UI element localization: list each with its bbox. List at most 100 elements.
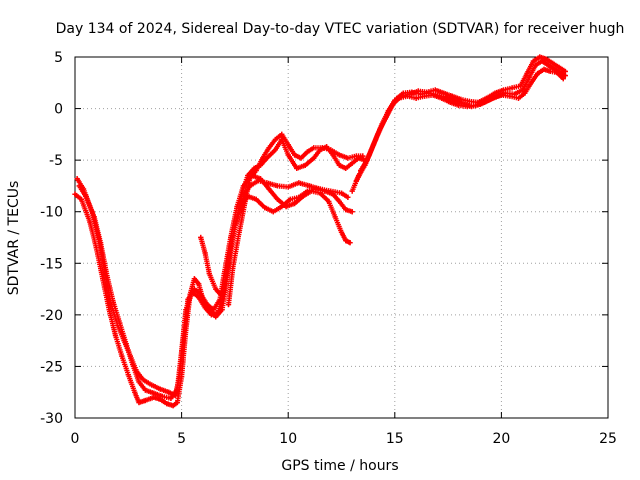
x-tick-label: 0 [71, 431, 80, 447]
data-point [537, 54, 543, 60]
data-point [535, 70, 541, 77]
data-point [364, 157, 370, 163]
x-tick-label: 10 [279, 431, 297, 447]
data-point [285, 142, 291, 148]
y-tick-label: -30 [40, 411, 63, 427]
data-point [110, 299, 116, 306]
data-point [198, 291, 204, 297]
data-point [360, 153, 366, 159]
y-axis-label: SDTVAR / TECUs [6, 181, 22, 296]
data-point [413, 95, 419, 101]
data-point [332, 214, 338, 220]
data-point [554, 69, 560, 76]
data-point [439, 95, 445, 101]
data-point [136, 379, 142, 385]
data-point [74, 176, 80, 182]
data-point [230, 265, 236, 272]
data-point [174, 386, 180, 392]
data-point [430, 92, 436, 98]
data-point [358, 167, 364, 174]
data-point [76, 183, 82, 189]
data-point [174, 399, 180, 406]
chart-title: Day 134 of 2024, Sidereal Day-to-day VTE… [56, 21, 625, 37]
data-point [524, 70, 530, 77]
data-point [353, 153, 360, 159]
data-point [543, 56, 549, 62]
data-point [272, 136, 279, 143]
data-point [304, 188, 310, 194]
data-point [349, 209, 355, 215]
data-point [206, 271, 212, 277]
data-point [291, 152, 298, 158]
series-8 [358, 66, 566, 174]
data-point [202, 305, 208, 311]
data-point [370, 142, 377, 148]
series-trace [225, 131, 366, 308]
data-point [294, 165, 300, 171]
data-point [383, 114, 389, 120]
data-point [238, 193, 244, 199]
data-point [517, 83, 524, 89]
data-point [313, 186, 319, 192]
data-point [343, 165, 349, 171]
data-point [260, 155, 266, 161]
data-point [321, 188, 328, 194]
data-point [349, 188, 355, 194]
x-axis-label: GPS time / hours [281, 458, 398, 474]
data-point [83, 193, 89, 199]
y-tick-label: -5 [49, 153, 63, 169]
y-tick-label: -20 [40, 308, 63, 324]
data-point [279, 131, 285, 137]
data-point [142, 397, 148, 404]
data-point [291, 200, 298, 207]
data-point [219, 293, 225, 299]
data-point [422, 93, 428, 99]
data-point [336, 152, 342, 158]
data-point [208, 312, 215, 318]
data-point [198, 234, 204, 241]
data-point [530, 58, 536, 64]
x-tick-label: 5 [177, 431, 186, 447]
data-point [262, 204, 268, 211]
data-point [302, 162, 308, 168]
data-point [225, 301, 232, 308]
data-point [159, 393, 166, 399]
series-1 [72, 178, 351, 409]
data-point [136, 399, 142, 406]
data-point [125, 372, 131, 378]
data-point [196, 294, 202, 300]
data-point [541, 66, 547, 72]
y-tick-label: -10 [40, 205, 63, 221]
data-point [78, 196, 84, 202]
data-point [296, 194, 302, 200]
y-tick-label: 5 [54, 50, 63, 66]
y-tick-label: -15 [40, 256, 63, 272]
data-point [326, 198, 332, 204]
data-point [210, 307, 217, 313]
data-point [456, 102, 462, 109]
series-5 [225, 131, 366, 308]
data-point [104, 273, 110, 279]
series-trace [72, 178, 351, 409]
data-point [183, 307, 189, 313]
data-point [236, 229, 242, 235]
data-point [168, 395, 174, 402]
data-point [149, 382, 155, 388]
data-point [106, 307, 112, 313]
data-point [349, 160, 355, 166]
data-point [196, 281, 202, 287]
data-point [285, 152, 291, 158]
data-point [347, 240, 353, 246]
data-point [112, 332, 119, 339]
data-point [549, 60, 556, 66]
data-point [528, 80, 534, 86]
data-point [253, 167, 259, 174]
data-point [296, 180, 302, 186]
data-point [123, 341, 129, 347]
data-point [556, 64, 562, 70]
data-point [311, 145, 317, 151]
data-point [140, 377, 146, 383]
data-point [522, 90, 528, 96]
data-point [247, 176, 253, 182]
data-point [415, 88, 421, 94]
